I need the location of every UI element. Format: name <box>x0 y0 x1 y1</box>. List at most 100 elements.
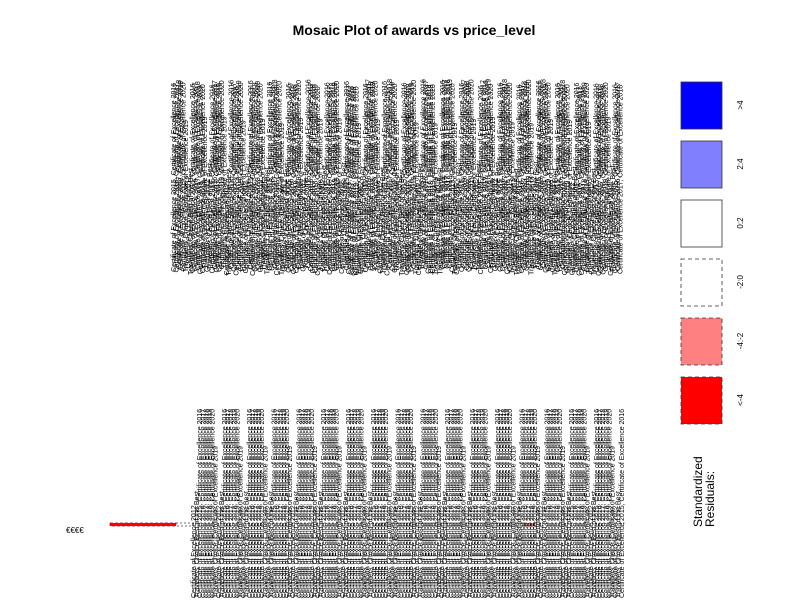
column-label-top: Certificate of Excellence 2017, Certific… <box>579 86 586 275</box>
column-label-bottom: Certificate of Excellence 2012 <box>439 505 446 598</box>
column-label-bottom: Certificate of Excellence 2019, Certific… <box>507 409 514 598</box>
column-label-top: Certificate of Excellence 2018, Certific… <box>543 84 550 273</box>
column-label-top: Certificate of Excellence 2019, Certific… <box>469 79 476 268</box>
column-label-top: Travellers' Choice Best of the Best <box>514 168 521 275</box>
column-label-top: Certificate of Excellence 2015, Certific… <box>382 81 389 270</box>
column-label-top: Travellers' Choice, Certificate of Excel… <box>375 119 382 271</box>
column-label-bottom: Certificate of Excellence 2019, Certific… <box>358 409 365 598</box>
column-label-top: Certificate of Excellence 2018, Certific… <box>601 85 608 274</box>
column-label-top: Certificate of Excellence 2017, Certific… <box>195 81 202 270</box>
column-label-top: Travellers' Choice Best of the Best <box>418 163 425 270</box>
column-label-bottom: Certificate of Excellence 2017, Certific… <box>451 409 458 598</box>
column-label-top: Certificate of Excellence 2018, Certific… <box>485 79 492 268</box>
column-label-top: Certificate of Excellence 2012 <box>435 177 442 270</box>
column-label-top: Certificate of Excellence 2016, Certific… <box>404 86 411 275</box>
column-label-bottom: Certificate of Excellence 2015, Certific… <box>247 409 254 598</box>
column-label-bottom: Certificate of Excellence 2015, Certific… <box>321 409 328 598</box>
column-label-bottom: Certificate of Excellence 2016, Certific… <box>523 409 530 598</box>
column-label-top: Travellers' Choice Best of the Best <box>399 169 406 276</box>
column-label-bottom: Certificate of Excellence 2015, Certific… <box>569 409 576 598</box>
column-label-bottom: Certificate of Excellence 2019, Certific… <box>210 409 217 598</box>
column-label-bottom: Certificate of Excellence 2017, Certific… <box>278 409 285 598</box>
legend-tick-label: -2:0 <box>736 275 745 289</box>
column-label-bottom: Travellers' Choice Best of the Best <box>541 491 548 598</box>
column-label-top: Certificate of Excellence 2016, Certific… <box>231 82 238 271</box>
column-label-bottom: Certificate of Excellence 2016, Certific… <box>225 409 232 598</box>
column-label-top: Certificate of Excellence 2015, Certific… <box>593 83 600 272</box>
column-label-top: Travellers' Choice Best of the Best <box>226 169 233 276</box>
column-label-top: Certificate of Excellence 2018, Certific… <box>332 82 339 271</box>
column-label-top: Travellers' Choice Best of the Best <box>207 163 214 270</box>
column-label-top: Certificate of Excellence 2019, Certific… <box>430 84 437 273</box>
column-label-top: Travellers' Choice, Certificate of Excel… <box>413 122 420 274</box>
column-label-top: Travellers' Choice, Certificate of Excel… <box>356 123 363 275</box>
column-label-top: Travellers' Choice Best of the Best <box>303 162 310 269</box>
column-label-top: Certificate of Excellence 2019, Certific… <box>353 86 360 275</box>
column-label-bottom: Certificate of Excellence 2016, Certific… <box>374 409 381 598</box>
column-label-top: Certificate of Excellence 2012 <box>358 181 365 274</box>
column-label-top: Travellers' Choice, Certificate of Excel… <box>490 117 497 269</box>
legend-swatch <box>680 199 723 248</box>
column-label-bottom: Certificate of Excellence 2016, Certific… <box>424 409 431 598</box>
column-label-bottom: Certificate of Excellence 2015, Certific… <box>594 409 601 598</box>
column-label-top: Certificate of Excellence 2018, Certific… <box>389 82 396 271</box>
column-label-top: Certificate of Excellence 2017, Certific… <box>368 81 375 270</box>
column-label-top: Travellers' Choice, Certificate of Excel… <box>298 118 305 270</box>
column-label-top: Certificate of Excellence 2016, Certific… <box>346 85 353 274</box>
column-label-top: Certificate of Excellence 2019, Certific… <box>565 84 572 273</box>
column-label-bottom: Travellers' Choice, Certificate of Excel… <box>486 446 493 598</box>
column-label-bottom: Certificate of Excellence 2018, Certific… <box>529 409 536 598</box>
column-label-top: Certificate of Excellence 2016, Certific… <box>596 87 603 276</box>
legend-title-line1: StandardizedResiduals: <box>691 456 717 527</box>
row-label: €€€€ <box>66 526 84 535</box>
column-label-top: Certificate of Excellence 2012 <box>243 181 250 274</box>
column-label-bottom: Certificate of Excellence 2015, Certific… <box>371 409 378 598</box>
column-label-bottom: Certificate of Excellence 2016, Certific… <box>572 409 579 598</box>
column-label-bottom: Travellers' Choice Best of the Best <box>318 491 325 598</box>
column-label-bottom: Certificate of Excellence 2018, Certific… <box>256 409 263 598</box>
column-label-bottom: Travellers' Choice Best of the Best <box>591 491 598 598</box>
column-label-top: Certificate of Excellence 2012 <box>205 179 212 272</box>
column-label-top: Certificate of Excellence 2019, Certific… <box>257 83 264 272</box>
column-label-top: Certificate of Excellence 2015, Certific… <box>497 83 504 272</box>
column-label-top: Travellers' Choice, Certificate of Excel… <box>605 116 612 268</box>
column-label-top: Certificate of Excellence 2017, Certific… <box>425 84 432 273</box>
column-label-top: Travellers' Choice, Certificate of Excel… <box>452 122 459 274</box>
column-label-top: Travellers' Choice Best of the Best <box>495 162 502 269</box>
column-label-bottom: Travellers' Choice Best of the Best <box>492 491 499 598</box>
column-label-bottom: Certificate of Excellence 2012 <box>563 505 570 598</box>
column-label-top: Certificate of Excellence 2012 <box>416 182 423 275</box>
column-label-top: Certificate of Excellence 2012 <box>589 182 596 275</box>
column-label-top: Certificate of Excellence 2019, Certific… <box>603 82 610 271</box>
column-label-top: Certificate of Excellence 2015, Certific… <box>478 85 485 274</box>
column-label-bottom: Travellers' Choice, Certificate of Excel… <box>386 446 393 598</box>
column-label-top: Certificate of Excellence 2017, Certific… <box>560 80 567 269</box>
column-label-bottom: Certificate of Excellence 2015, Certific… <box>520 409 527 598</box>
column-label-bottom: Certificate of Excellence 2012 <box>513 505 520 598</box>
column-label-top: Certificate of Excellence 2015, Certific… <box>325 82 332 271</box>
column-label-top: Certificate of Excellence 2019, Certific… <box>238 82 245 271</box>
column-label-top: Travellers' Choice Best of the Best <box>322 165 329 272</box>
column-label-top: Certificate of Excellence 2015, Certific… <box>363 83 370 272</box>
column-label-top: Certificate of Excellence 2019, Certific… <box>545 82 552 271</box>
column-label-bottom: Certificate of Excellence 2017, Certific… <box>501 409 508 598</box>
column-label-top: Certificate of Excellence 2017, Certific… <box>214 83 221 272</box>
column-label-top: Certificate of Excellence 2015, Certific… <box>401 82 408 271</box>
column-label-top: Certificate of Excellence 2017, Certific… <box>176 80 183 269</box>
column-label-top: Certificate of Excellence 2017, Certific… <box>387 79 394 268</box>
column-label-bottom: Certificate of Excellence 2017, Certific… <box>303 409 310 598</box>
column-label-bottom: Certificate of Excellence 2016, Certific… <box>200 409 207 598</box>
column-label-top: Certificate of Excellence 2015, Certific… <box>229 80 236 269</box>
column-label-bottom: Certificate of Excellence 2015, Certific… <box>445 409 452 598</box>
column-label-top: Certificate of Excellence 2015, Certific… <box>517 84 524 273</box>
legend-swatch <box>680 317 723 366</box>
column-label-top: Certificate of Excellence 2019, Certific… <box>181 82 188 271</box>
column-label-top: Certificate of Excellence 2012 <box>262 176 269 269</box>
column-label-bottom: Certificate of Excellence 2016, Certific… <box>473 409 480 598</box>
column-label-top: Travellers' Choice, Certificate of Excel… <box>260 118 267 270</box>
column-label-bottom: Certificate of Excellence 2012 <box>290 505 297 598</box>
column-label-bottom: Travellers' Choice Best of the Best <box>219 491 226 598</box>
column-label-top: Certificate of Excellence 2012 <box>608 183 615 276</box>
column-label-top: Certificate of Excellence 2016, Certific… <box>519 84 526 273</box>
column-label-top: Certificate of Excellence 2018, Certific… <box>505 85 512 274</box>
